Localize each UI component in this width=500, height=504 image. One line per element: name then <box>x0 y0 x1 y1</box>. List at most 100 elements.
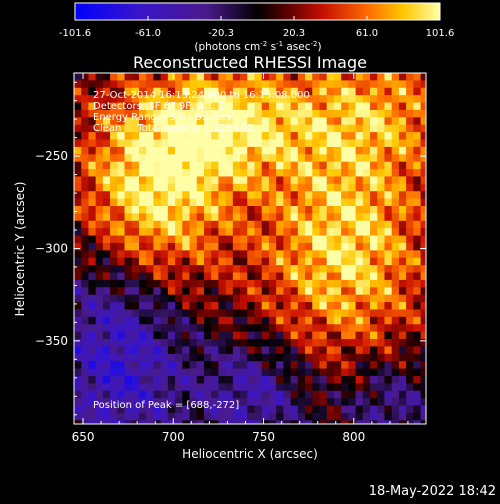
heatmap-cell <box>102 375 111 384</box>
heatmap-cell <box>406 102 414 111</box>
heatmap-cell <box>319 272 328 281</box>
peak-position-label: Position of Peak = [688,-272] <box>93 400 239 411</box>
heatmap-cell <box>117 154 126 163</box>
heatmap-cell <box>312 294 320 303</box>
heatmap-cell <box>406 176 414 185</box>
heatmap-cell <box>167 361 176 370</box>
heatmap-cell <box>398 272 407 281</box>
heatmap-cell <box>355 302 364 310</box>
heatmap-cell <box>138 272 147 281</box>
heatmap-cell <box>305 132 313 141</box>
heatmap-cell <box>110 139 118 148</box>
heatmap-cell <box>203 309 212 318</box>
heatmap-cell <box>74 383 82 392</box>
heatmap-cell <box>406 198 414 207</box>
heatmap-cell <box>370 117 378 126</box>
heatmap-cell <box>268 316 277 325</box>
heatmap-cell <box>420 80 426 89</box>
heatmap-cell <box>333 161 342 170</box>
heatmap-cell <box>182 398 191 407</box>
heatmap-cell <box>398 361 407 370</box>
heatmap-cell <box>167 228 176 237</box>
heatmap-cell <box>146 375 154 384</box>
heatmap-cell <box>203 146 212 155</box>
heatmap-cell <box>341 109 349 118</box>
heatmap-cell <box>333 139 342 148</box>
heatmap-cell <box>160 117 169 126</box>
heatmap-cell <box>175 375 183 384</box>
heatmap-cell <box>175 294 183 303</box>
heatmap-cell <box>211 191 219 200</box>
heatmap-cell <box>290 279 299 288</box>
heatmap-cell <box>138 161 147 170</box>
heatmap-cell <box>240 368 248 377</box>
heatmap-cell <box>261 191 270 200</box>
heatmap-cell <box>377 346 385 355</box>
heatmap-cell <box>88 242 97 251</box>
heatmap-cell <box>319 73 328 81</box>
heatmap-cell <box>377 191 385 200</box>
heatmap-cell <box>95 324 104 333</box>
heatmap-cell <box>362 242 371 251</box>
heatmap-cell <box>290 95 299 104</box>
heatmap-cell <box>413 383 422 392</box>
heatmap-cell <box>362 309 371 318</box>
heatmap-cell <box>160 161 169 170</box>
heatmap-cell <box>203 250 212 259</box>
heatmap-cell <box>355 294 364 303</box>
y-tick-label: −300 <box>35 242 68 256</box>
heatmap-cell <box>276 80 284 89</box>
heatmap-cell <box>182 124 191 133</box>
heatmap-cell <box>102 316 111 325</box>
heatmap-cell <box>124 206 133 214</box>
heatmap-cell <box>74 191 82 200</box>
heatmap-cell <box>348 191 357 200</box>
heatmap-cell <box>268 235 277 244</box>
heatmap-cell <box>160 287 169 296</box>
heatmap-cell <box>341 213 349 222</box>
heatmap-cell <box>232 279 241 288</box>
heatmap-cell <box>117 183 126 192</box>
heatmap-cell <box>160 73 169 81</box>
heatmap-cell <box>391 309 400 318</box>
heatmap-cell <box>348 228 357 237</box>
heatmap-cell <box>391 405 400 414</box>
heatmap-cell <box>211 228 219 237</box>
heatmap-cell <box>355 420 364 424</box>
heatmap-cell <box>102 265 111 274</box>
heatmap-cell <box>362 228 371 237</box>
heatmap-cell <box>305 169 313 177</box>
heatmap-cell <box>268 412 277 421</box>
heatmap-cell <box>312 95 320 104</box>
heatmap-cell <box>153 213 162 222</box>
heatmap-cell <box>384 272 393 281</box>
heatmap-cell <box>297 154 306 163</box>
heatmap-cell <box>138 250 147 259</box>
heatmap-cell <box>182 412 191 421</box>
heatmap-cell <box>370 206 378 214</box>
heatmap-cell <box>283 235 292 244</box>
heatmap-cell <box>348 375 357 384</box>
heatmap-cell <box>74 183 82 192</box>
heatmap-cell <box>117 109 126 118</box>
heatmap-cell <box>261 183 270 192</box>
heatmap-cell <box>283 339 292 347</box>
heatmap-cell <box>218 309 227 318</box>
colorbar-ticks: -101.6 -61.0 -20.3 20.3 61.0 101.6 <box>59 16 454 39</box>
heatmap-cell <box>290 361 299 370</box>
heatmap-cell <box>182 198 191 207</box>
heatmap-cell <box>88 80 97 89</box>
heatmap-cell <box>420 206 426 214</box>
heatmap-cell <box>420 316 426 325</box>
heatmap-cell <box>240 331 248 340</box>
heatmap-cell <box>305 183 313 192</box>
heatmap-cell <box>283 183 292 192</box>
heatmap-cell <box>391 220 400 229</box>
heatmap-cell <box>384 191 393 200</box>
timestamp: 18-May-2022 18:42 <box>369 484 496 499</box>
heatmap-cell <box>377 213 385 222</box>
heatmap-cell <box>312 87 320 96</box>
heatmap-cell <box>398 390 407 399</box>
heatmap-cell <box>326 368 335 377</box>
heatmap-cell <box>175 169 183 177</box>
